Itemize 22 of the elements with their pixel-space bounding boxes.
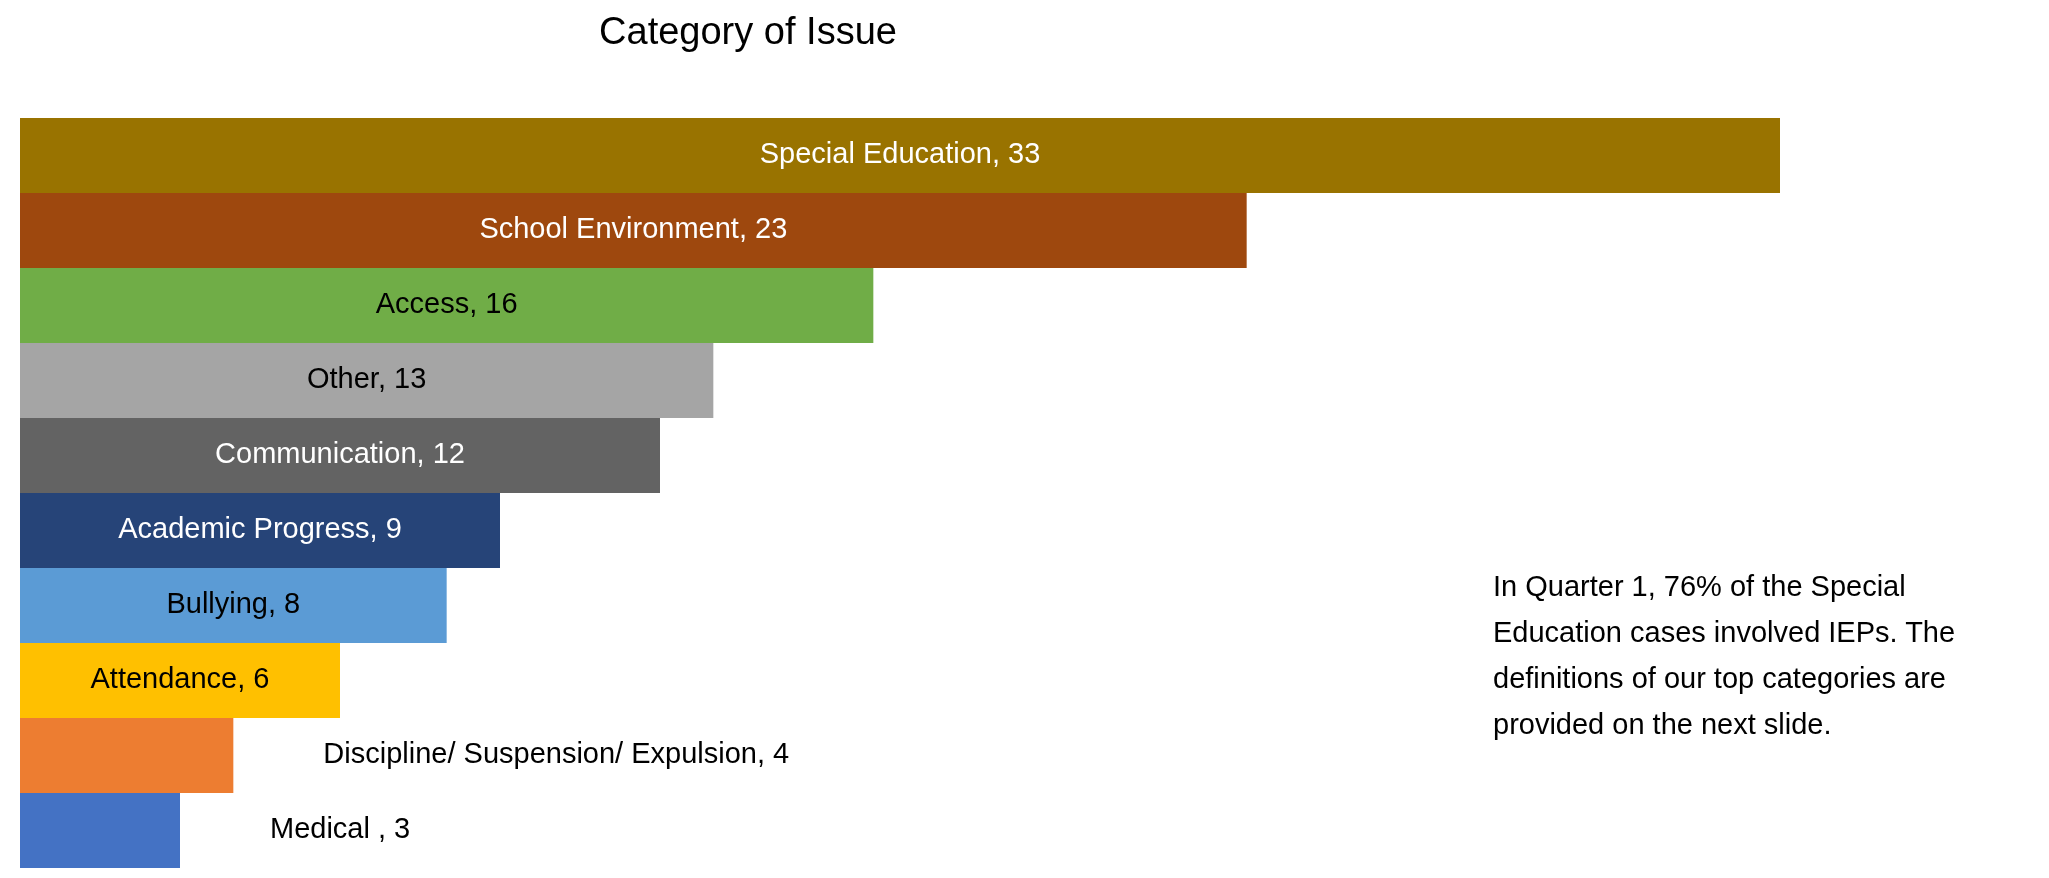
data-label: Other, 13 [307,362,427,395]
annotation: In Quarter 1, 76% of the Special Education cases involved IEPs. The definitions of our top categories are provided on the next slide. [1493,569,1957,742]
data-label: Communication, 12 [215,437,465,470]
bar [20,568,447,643]
data-label: School Environment, 23 [479,212,788,245]
bar [20,493,500,568]
bar [20,118,1780,193]
bar [20,643,340,718]
bar [20,418,660,493]
bar [20,268,874,343]
bar [20,193,1247,268]
data-label: Medical , 3 [270,812,411,845]
bar [20,343,714,418]
data-label: Academic Progress, 9 [118,512,402,545]
data-label: Access, 16 [375,287,518,320]
data-label: Attendance, 6 [90,662,270,695]
chart-title: Category of Issue [599,10,897,52]
bar [20,793,180,868]
data-label: Bullying, 8 [166,587,301,620]
data-label: Discipline/ Suspension/ Expulsion, 4 [323,737,790,770]
data-label: Special Education, 33 [759,137,1041,170]
bar [20,718,234,793]
